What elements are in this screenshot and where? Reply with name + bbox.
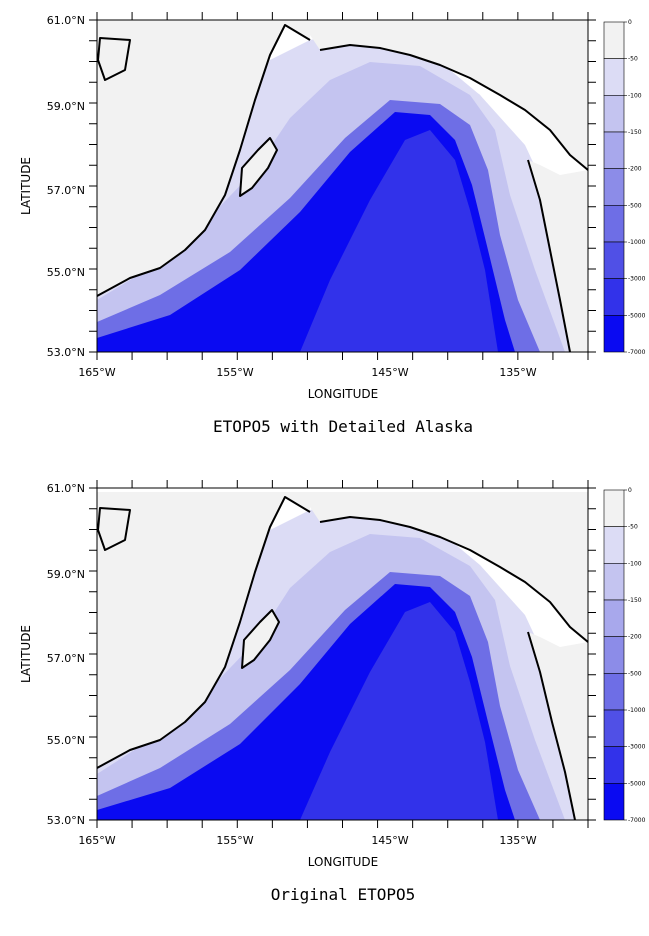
coastline-east (527, 159, 571, 353)
colorbar-swatch (603, 636, 625, 674)
x-tick-label: 165°W (78, 834, 115, 847)
y-axis-title: LATITUDE (19, 157, 33, 215)
y-tick-label: 61.0°N (47, 14, 85, 27)
colorbar-swatch (603, 58, 625, 96)
colorbar-swatch (603, 315, 625, 353)
x-tick-label: 145°W (371, 366, 408, 379)
colorbar-swatch (603, 783, 625, 821)
depth-band-basin-top (300, 130, 498, 352)
colorbar-label: -200 (628, 166, 642, 173)
colorbar-swatch (603, 131, 625, 169)
x-tick-label: 155°W (216, 834, 253, 847)
colorbar-label: -5000 (628, 312, 646, 319)
map-plot-area (96, 20, 589, 353)
colorbar-label: -100 (628, 92, 642, 99)
island-kodiak (241, 609, 280, 669)
colorbar-label: -150 (628, 597, 642, 604)
y-tick-label: 55.0°N (47, 734, 85, 747)
y-tick-label: 53.0°N (47, 814, 85, 827)
island-peninsula-west (97, 37, 131, 81)
x-tick-label: 155°W (216, 366, 253, 379)
map-panel-original: 165°W 155°W 145°W 135°W 61.0°N 59.0°N 57.0°N 55… (19, 480, 646, 904)
land-mainland (97, 492, 310, 768)
colorbar-swatch (603, 709, 625, 747)
x-tick-label: 145°W (371, 834, 408, 847)
panel-title: ETOPO5 with Detailed Alaska (213, 417, 473, 436)
map-plot-area (96, 492, 589, 821)
land-coast-north (300, 20, 588, 170)
coastline-north (319, 516, 589, 643)
y-tick-label: 59.0°N (47, 100, 85, 113)
colorbar-swatch (603, 21, 625, 59)
colorbar-swatch (603, 746, 625, 784)
x-tick-label: 165°W (78, 366, 115, 379)
map-panel-detailed: 165°W 155°W 145°W 135°W 61.0°N 59.0°N 57.0°N 55… (19, 12, 646, 436)
colorbar-label: -200 (628, 634, 642, 641)
coastline-mainland (96, 24, 311, 297)
land-mainland (97, 20, 310, 296)
y-tick-label: 57.0°N (47, 184, 85, 197)
colorbar-label: 0 (628, 19, 632, 26)
map-tick-labels: 165°W 155°W 145°W 135°W 61.0°N 59.0°N 57.0°N 55… (47, 482, 537, 847)
colorbar-swatch (603, 205, 625, 243)
y-tick-label: 55.0°N (47, 266, 85, 279)
colorbar-label: -50 (628, 56, 638, 63)
x-tick-label: 135°W (499, 834, 536, 847)
colorbar-label: -150 (628, 129, 642, 136)
colorbar-swatch (603, 489, 625, 527)
colorbar-label: -7000 (628, 817, 646, 824)
colorbar-swatch (603, 673, 625, 711)
colorbar-swatch (603, 168, 625, 206)
x-axis-title: LONGITUDE (308, 855, 378, 869)
colorbar-label: -3000 (628, 276, 646, 283)
colorbar-label: -1000 (628, 707, 646, 714)
colorbar-swatch (603, 599, 625, 637)
colorbar-swatch (603, 563, 625, 601)
colorbar-label: -1000 (628, 239, 646, 246)
coastline-east (527, 631, 576, 821)
y-tick-label: 57.0°N (47, 652, 85, 665)
colorbar-label: 0 (628, 487, 632, 494)
colorbar-label: -50 (628, 524, 638, 531)
y-tick-label: 53.0°N (47, 346, 85, 359)
map-ticks (89, 12, 596, 360)
land-coast-east (528, 160, 588, 352)
colorbar-swatch (603, 278, 625, 316)
land-coast-north (300, 492, 588, 642)
panel-title: Original ETOPO5 (271, 885, 416, 904)
depth-band-basin-top (300, 602, 498, 820)
x-axis-title: LONGITUDE (308, 387, 378, 401)
coastline-mainland (96, 496, 311, 769)
colorbar-label: -3000 (628, 744, 646, 751)
colorbar-swatch (603, 95, 625, 133)
colorbar-label: -7000 (628, 349, 646, 356)
map-ticks (89, 480, 596, 828)
colorbar-swatch (603, 526, 625, 564)
island-kodiak (239, 137, 278, 197)
island-peninsula-west (97, 507, 131, 551)
map-tick-labels: 165°W 155°W 145°W 135°W 61.0°N 59.0°N 57.0°N 55… (47, 14, 537, 379)
depth-colorbar: 0 -50 -100 -150 -200 -500 -1000 -3000 -5000 -7000 (603, 487, 646, 824)
x-tick-label: 135°W (499, 366, 536, 379)
y-tick-label: 61.0°N (47, 482, 85, 495)
coastline-north (319, 44, 589, 171)
land-coast-east (528, 632, 588, 820)
depth-colorbar: 0 -50 -100 -150 -200 -500 -1000 -3000 -5000 -7000 (603, 19, 646, 356)
y-axis-title: LATITUDE (19, 625, 33, 683)
colorbar-label: -500 (628, 670, 642, 677)
colorbar-label: -5000 (628, 780, 646, 787)
colorbar-label: -100 (628, 560, 642, 567)
colorbar-swatch (603, 241, 625, 279)
colorbar-label: -500 (628, 202, 642, 209)
y-tick-label: 59.0°N (47, 568, 85, 581)
